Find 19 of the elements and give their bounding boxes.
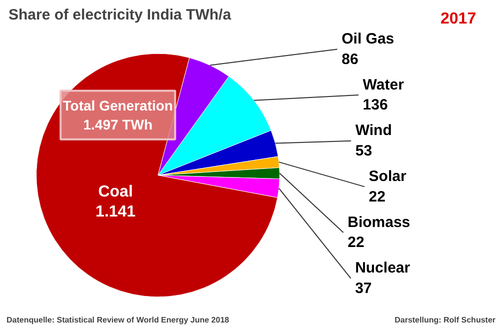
slice-label: Wind — [355, 122, 392, 140]
slice-label: Oil Gas — [342, 30, 394, 48]
slice-label: Coal — [98, 183, 133, 200]
data-label: 53 — [355, 142, 372, 160]
text: Darstellung: Rolf Schuster — [394, 316, 496, 324]
data-label: 136 — [362, 96, 388, 114]
data-label: 22 — [348, 234, 364, 252]
text: Total Generation 1.497 TWh — [62, 97, 173, 133]
slice-label: Nuclear — [355, 260, 410, 277]
chart-title: Share of electricity India TWh/a — [8, 6, 232, 24]
text: 2017 — [440, 10, 476, 28]
data-label: 37 — [355, 280, 372, 298]
slice-label: Solar — [368, 168, 406, 185]
text: Datenquelle: Statistical Review of World Energy June 2018 — [6, 316, 230, 324]
slice-label: Biomass — [348, 214, 410, 231]
data-label: 1.141 — [96, 204, 136, 221]
slice-label: Water — [362, 76, 404, 94]
data-label: 86 — [342, 50, 358, 68]
data-label: 22 — [368, 188, 386, 206]
